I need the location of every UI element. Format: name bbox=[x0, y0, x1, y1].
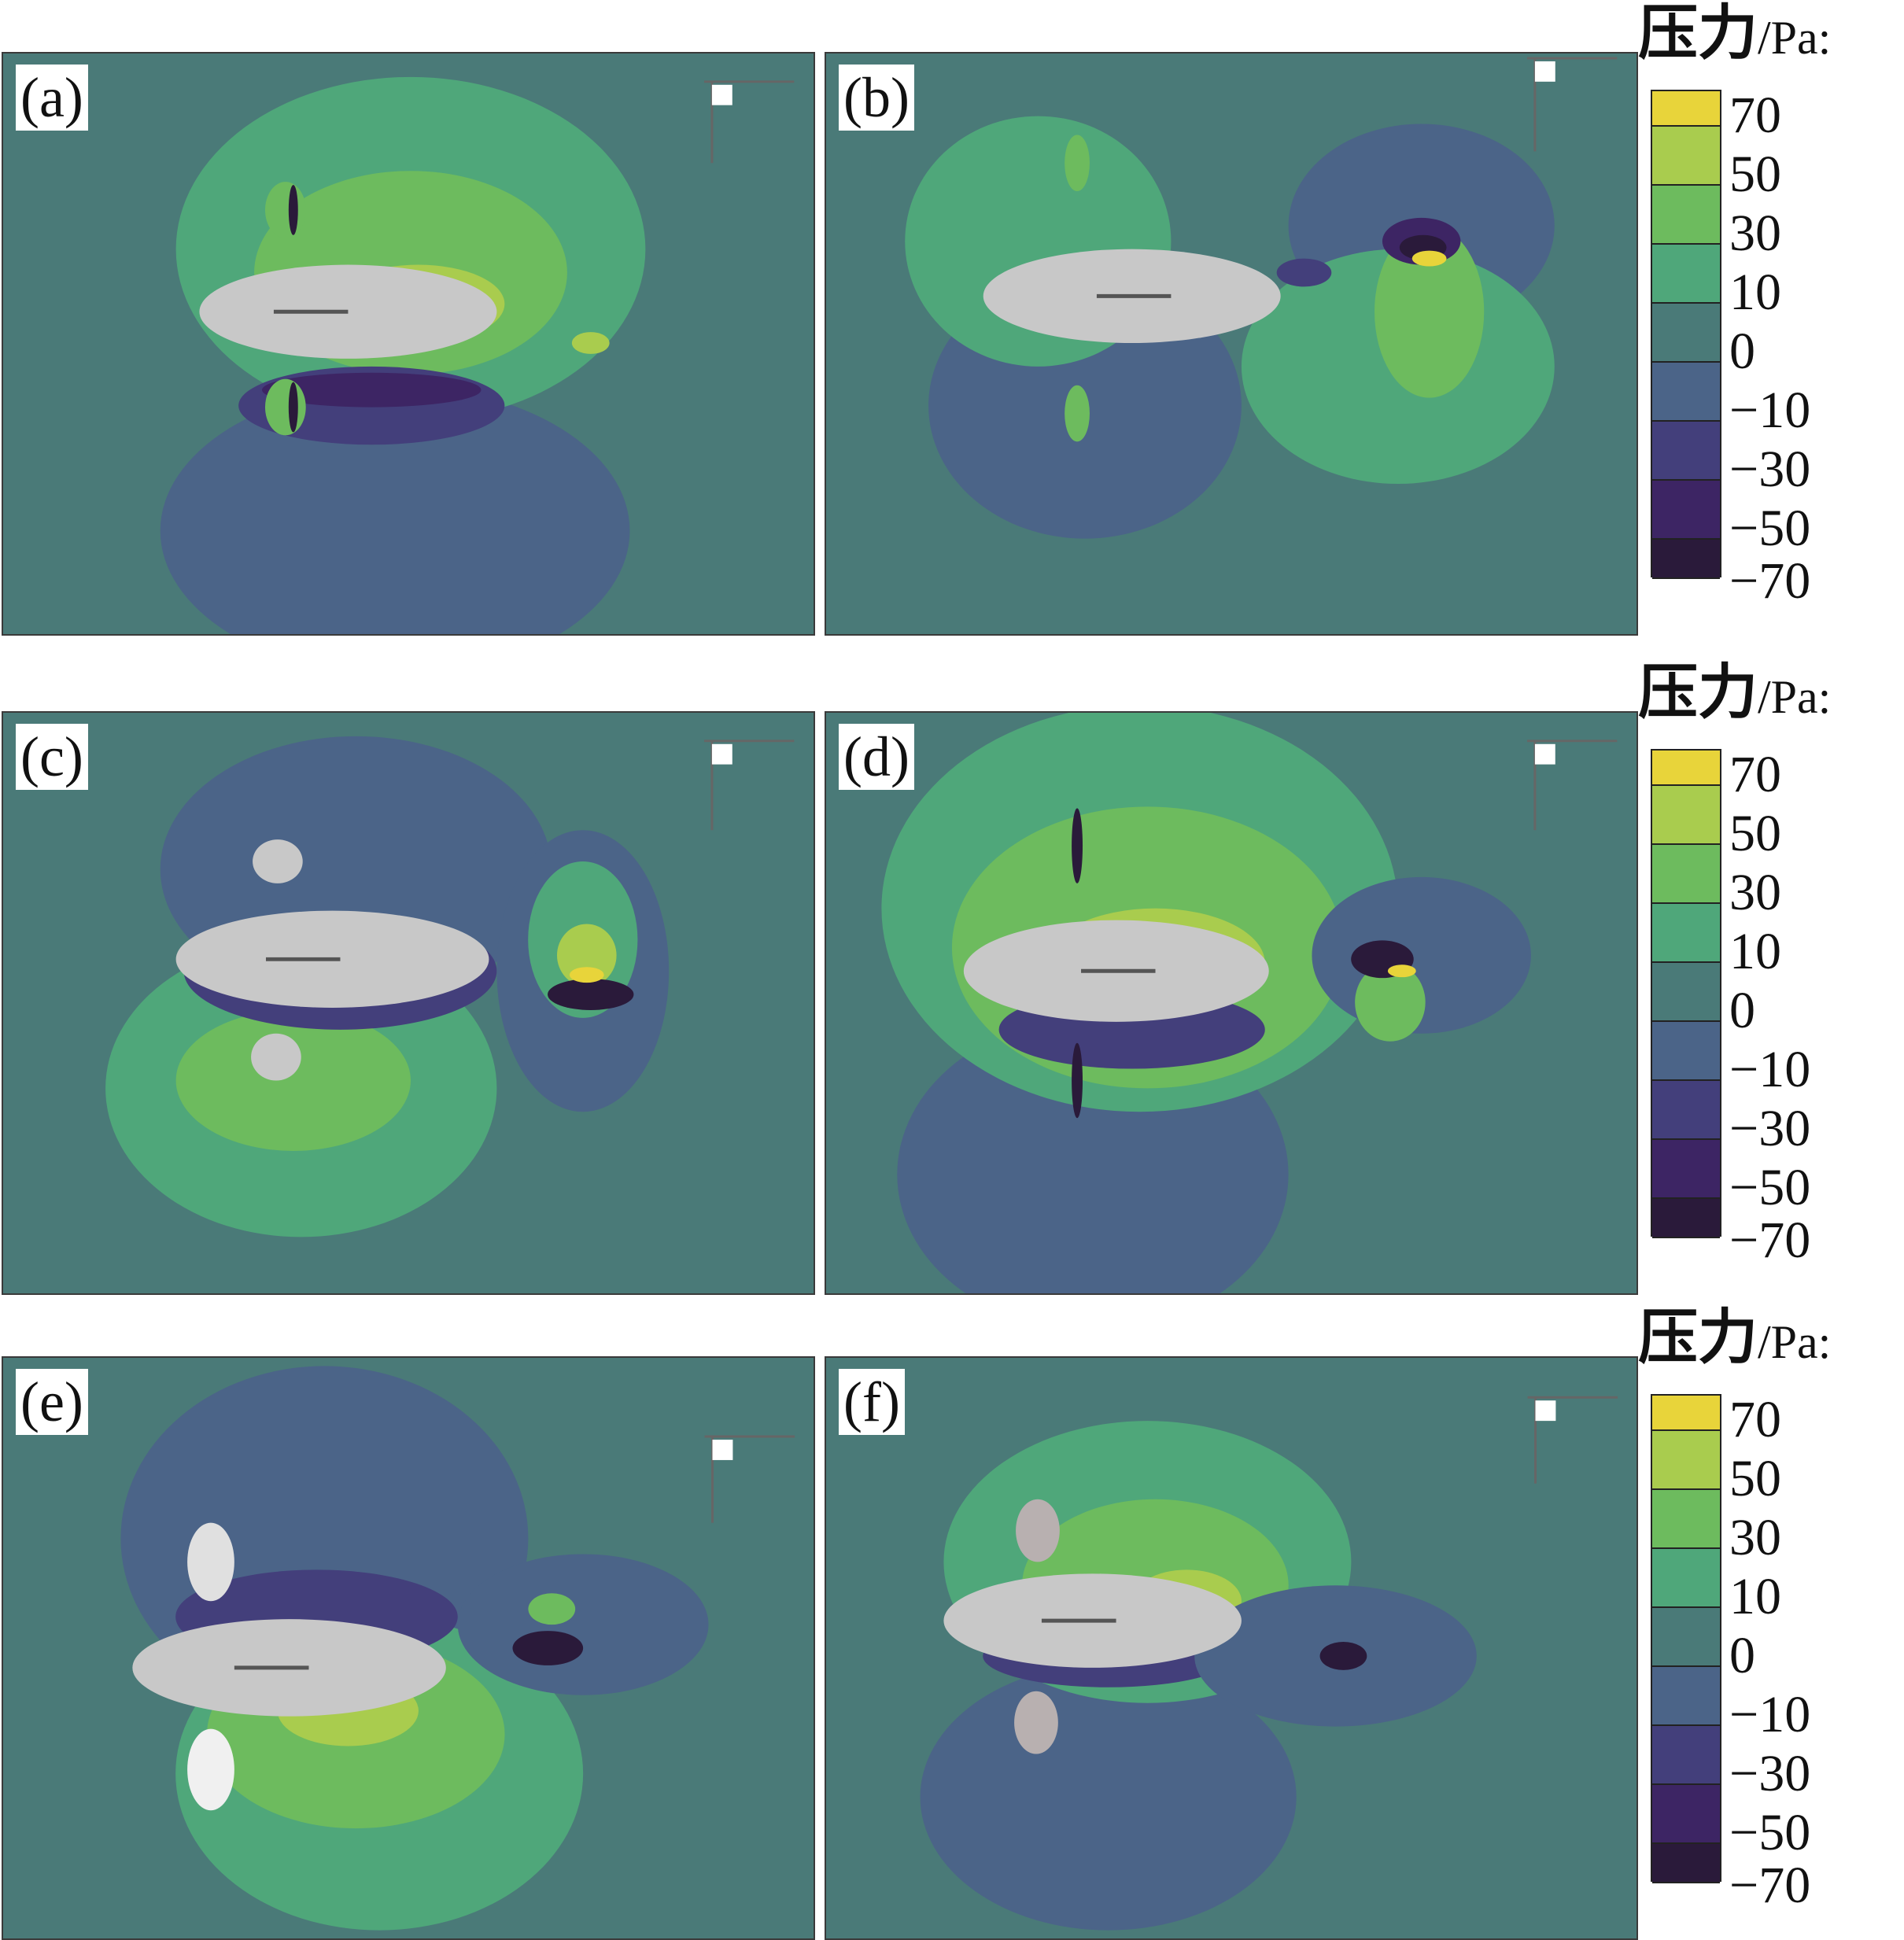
contour-panel-b: (b) bbox=[825, 52, 1638, 636]
tick-label: −10 bbox=[1729, 382, 1811, 439]
tick-label: 10 bbox=[1729, 923, 1781, 980]
tick-label: 0 bbox=[1729, 1627, 1755, 1684]
tick-label: −50 bbox=[1729, 1804, 1811, 1861]
contour-panel-a: (a) bbox=[2, 52, 815, 636]
contour-panel-e: (e) bbox=[2, 1356, 815, 1940]
tick-label: −70 bbox=[1729, 1857, 1811, 1914]
tick-label: −30 bbox=[1729, 1745, 1811, 1802]
tick-label: 50 bbox=[1729, 1450, 1781, 1507]
pressure-contour bbox=[120, 1366, 795, 1931]
colorbar-legend-middle: 压力/Pa: 70 50 30 10 0 −10 −30 −50 −70 bbox=[1638, 657, 1839, 1295]
panel-label: (e) bbox=[16, 1369, 88, 1435]
tick-label: −50 bbox=[1729, 1159, 1811, 1216]
colorbar bbox=[1651, 749, 1721, 1238]
panel-label: (f) bbox=[839, 1369, 905, 1435]
colorbar-legend-bottom: 压力/Pa: 70 50 30 10 0 −10 −30 −50 −70 bbox=[1638, 1302, 1839, 1940]
tick-label: 30 bbox=[1729, 205, 1781, 262]
tick-label: 50 bbox=[1729, 146, 1781, 203]
colorbar bbox=[1651, 90, 1721, 579]
pressure-contour bbox=[160, 76, 795, 634]
tick-label: 70 bbox=[1729, 1391, 1781, 1448]
contour-panel-c: (c) bbox=[2, 711, 815, 1295]
panel-label: (c) bbox=[16, 724, 88, 790]
pressure-contour bbox=[105, 736, 795, 1237]
panel-label: (a) bbox=[16, 65, 88, 131]
tick-label: 50 bbox=[1729, 805, 1781, 862]
panel-label: (d) bbox=[839, 724, 914, 790]
legend-title: 压力/Pa: bbox=[1638, 657, 1832, 727]
tick-label: −70 bbox=[1729, 552, 1811, 610]
tick-label: −30 bbox=[1729, 441, 1811, 498]
colorbar-legend-top: 压力/Pa: 70 50 30 10 0 −10 −30 −50 −70 bbox=[1638, 0, 1839, 636]
contour-panel-f: (f) bbox=[825, 1356, 1638, 1940]
tick-label: 70 bbox=[1729, 746, 1781, 803]
legend-title: 压力/Pa: bbox=[1638, 0, 1832, 68]
tick-label: 10 bbox=[1729, 1568, 1781, 1625]
tick-label: −30 bbox=[1729, 1100, 1811, 1157]
tick-label: −50 bbox=[1729, 500, 1811, 557]
tick-label: 0 bbox=[1729, 323, 1755, 380]
legend-title: 压力/Pa: bbox=[1638, 1302, 1832, 1372]
panel-label: (b) bbox=[839, 65, 914, 131]
tick-label: 30 bbox=[1729, 1509, 1781, 1566]
contour-panel-d: (d) bbox=[825, 711, 1638, 1295]
colorbar bbox=[1651, 1394, 1721, 1883]
tick-label: 10 bbox=[1729, 264, 1781, 321]
pressure-contour bbox=[881, 713, 1618, 1293]
tick-label: −70 bbox=[1729, 1212, 1811, 1269]
pressure-contour bbox=[905, 57, 1618, 539]
tick-label: 30 bbox=[1729, 864, 1781, 921]
tick-label: −10 bbox=[1729, 1686, 1811, 1743]
tick-label: 70 bbox=[1729, 87, 1781, 144]
tick-label: −10 bbox=[1729, 1041, 1811, 1098]
tick-label: 0 bbox=[1729, 982, 1755, 1039]
pressure-contour bbox=[920, 1396, 1618, 1931]
